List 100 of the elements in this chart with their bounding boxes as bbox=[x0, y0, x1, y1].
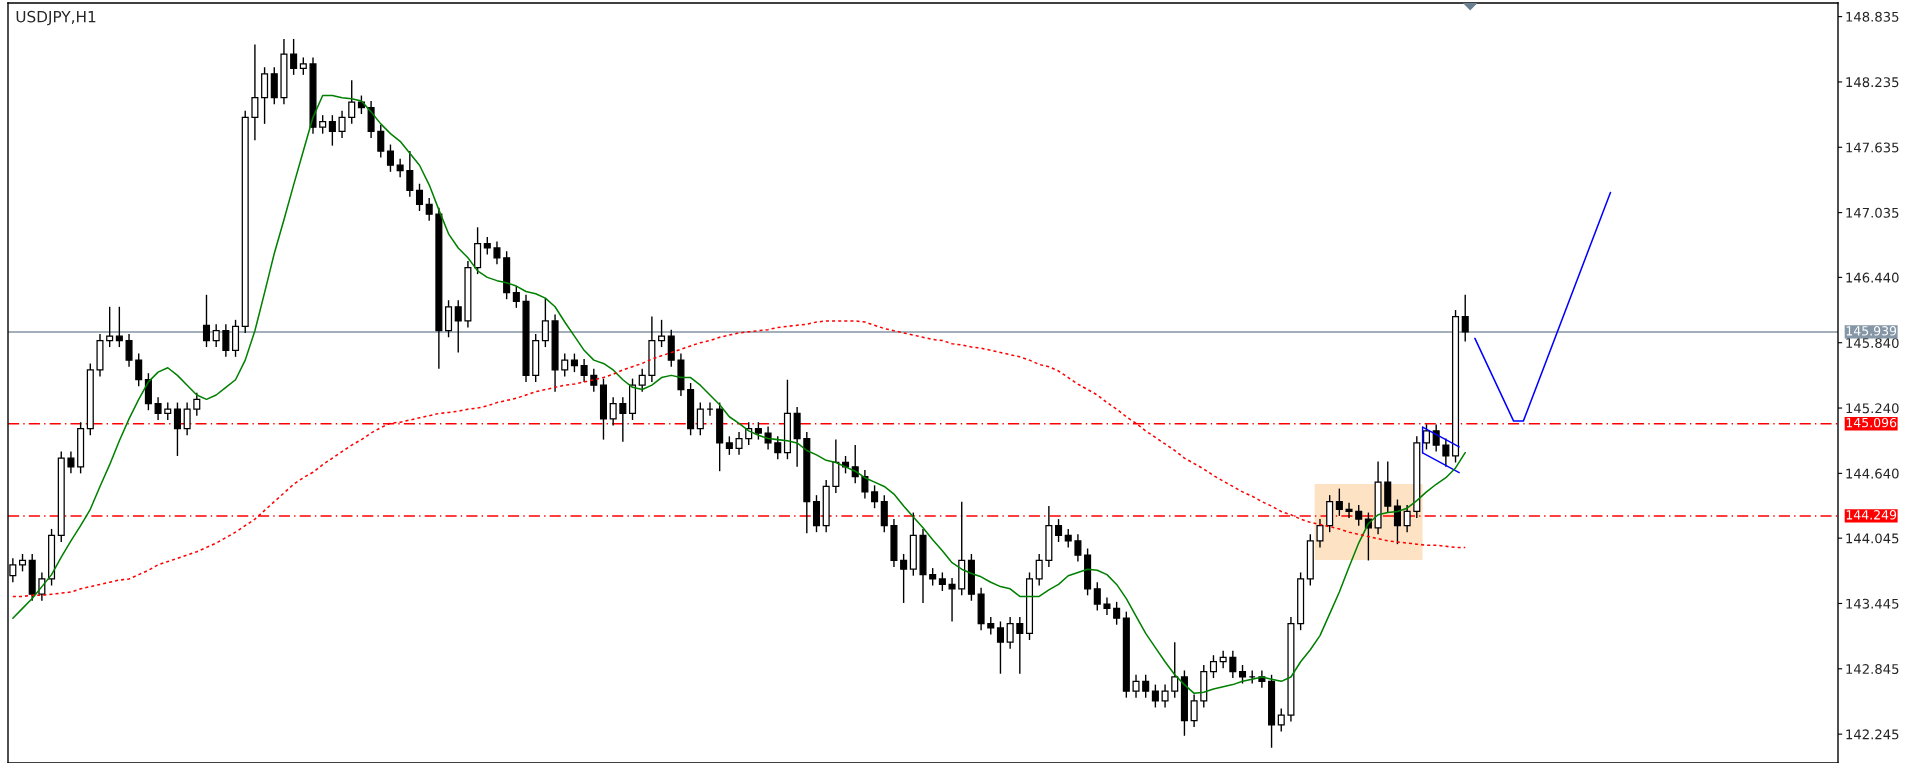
candlestick bbox=[1055, 518, 1063, 543]
candlestick bbox=[938, 571, 946, 592]
candlestick bbox=[1442, 437, 1450, 468]
y-tick-label: 147.035 bbox=[1846, 207, 1899, 218]
candlestick bbox=[406, 150, 414, 198]
candlestick bbox=[871, 484, 879, 509]
line-series bbox=[12, 94, 1466, 695]
candlestick bbox=[1151, 683, 1159, 709]
candlestick bbox=[125, 333, 133, 368]
candlestick bbox=[1277, 707, 1285, 733]
candlestick bbox=[667, 328, 675, 368]
candlestick bbox=[1393, 498, 1401, 545]
candlestick bbox=[144, 372, 152, 411]
candlestick bbox=[1422, 423, 1431, 451]
candlestick bbox=[377, 124, 385, 159]
candlestick bbox=[202, 294, 211, 348]
chart-title: USDJPY,H1 bbox=[16, 10, 96, 26]
candlestick bbox=[338, 110, 346, 139]
candlestick bbox=[1103, 596, 1111, 616]
candlestick bbox=[735, 431, 743, 456]
ref-line-label: 144.249 bbox=[1846, 510, 1897, 520]
candlestick bbox=[570, 352, 578, 373]
candlestick bbox=[774, 435, 782, 460]
candlestick bbox=[222, 323, 230, 358]
candlestick bbox=[638, 368, 646, 393]
candlestick bbox=[725, 435, 733, 456]
candlestick bbox=[154, 396, 162, 421]
candlestick bbox=[474, 226, 482, 275]
candlestick bbox=[832, 438, 840, 494]
ref-line-label: 145.096 bbox=[1846, 417, 1897, 428]
candlestick bbox=[1006, 616, 1014, 650]
candlestick bbox=[1219, 650, 1227, 669]
candlestick bbox=[386, 143, 394, 173]
candlestick bbox=[493, 240, 501, 266]
y-tick-label: 147.635 bbox=[1846, 142, 1899, 153]
candlestick bbox=[880, 494, 888, 533]
candlestick bbox=[1238, 664, 1247, 685]
candlestick bbox=[1461, 294, 1469, 343]
candlestick bbox=[1161, 683, 1169, 709]
candlestick bbox=[173, 401, 181, 457]
candlestick bbox=[348, 79, 356, 125]
candlestick bbox=[512, 285, 520, 309]
y-tick-label: 145.240 bbox=[1846, 403, 1899, 414]
candlestick bbox=[212, 323, 220, 348]
candlestick bbox=[290, 38, 298, 76]
candlestick bbox=[1093, 581, 1101, 612]
candlestick bbox=[1142, 674, 1150, 699]
y-tick-label: 144.045 bbox=[1846, 533, 1899, 544]
y-tick-label: 144.640 bbox=[1846, 468, 1899, 479]
candlestick bbox=[115, 306, 123, 348]
candlestick bbox=[1432, 423, 1440, 453]
candlestick bbox=[861, 469, 869, 500]
candlestick bbox=[261, 66, 269, 125]
y-tick-label: 142.845 bbox=[1846, 664, 1899, 675]
candlestick bbox=[454, 299, 462, 354]
candlestick bbox=[135, 352, 143, 387]
candlestick bbox=[1064, 528, 1072, 549]
candlestick bbox=[445, 299, 453, 338]
candlestick bbox=[1190, 693, 1198, 728]
candlestick bbox=[1335, 487, 1343, 517]
candlestick bbox=[900, 553, 908, 604]
candlestick bbox=[590, 368, 598, 393]
candlestick bbox=[658, 319, 666, 348]
candlestick bbox=[319, 114, 327, 135]
candlestick bbox=[415, 183, 424, 212]
candlestick bbox=[328, 114, 336, 147]
candlestick bbox=[1171, 641, 1179, 699]
candlestick bbox=[67, 450, 75, 475]
candlestick bbox=[1209, 654, 1218, 679]
candlestick bbox=[367, 100, 375, 139]
candlestick bbox=[609, 396, 617, 427]
candlestick bbox=[1016, 616, 1024, 675]
candlestick bbox=[1345, 502, 1353, 519]
candlestick bbox=[251, 43, 259, 141]
candlestick bbox=[1403, 504, 1411, 533]
candlestick bbox=[1035, 553, 1043, 587]
candlestick bbox=[580, 358, 588, 383]
candlestick bbox=[1074, 533, 1082, 563]
y-tick-label: 148.235 bbox=[1846, 77, 1899, 88]
y-tick-label: 145.840 bbox=[1846, 337, 1899, 348]
candlestick bbox=[619, 396, 627, 443]
candlestick bbox=[106, 306, 114, 348]
candlestick bbox=[764, 425, 772, 451]
y-tick-label: 143.445 bbox=[1846, 598, 1899, 609]
candlestick bbox=[1113, 601, 1121, 626]
candlestick bbox=[541, 297, 549, 348]
y-tick-label: 142.245 bbox=[1846, 729, 1899, 740]
candlestick bbox=[396, 158, 404, 178]
ref-line-label: 145.939 bbox=[1846, 326, 1897, 336]
candlestick bbox=[996, 620, 1004, 675]
candlestick bbox=[183, 401, 191, 436]
candlestick bbox=[561, 352, 569, 378]
candlestick bbox=[1384, 460, 1392, 514]
candlestick bbox=[1326, 494, 1334, 533]
candlestick bbox=[948, 577, 956, 623]
candlestick bbox=[696, 401, 704, 436]
y-tick-label: 146.440 bbox=[1846, 272, 1899, 283]
candlestick bbox=[270, 66, 278, 105]
candlestick bbox=[1355, 504, 1363, 527]
candlestick bbox=[1132, 674, 1140, 699]
